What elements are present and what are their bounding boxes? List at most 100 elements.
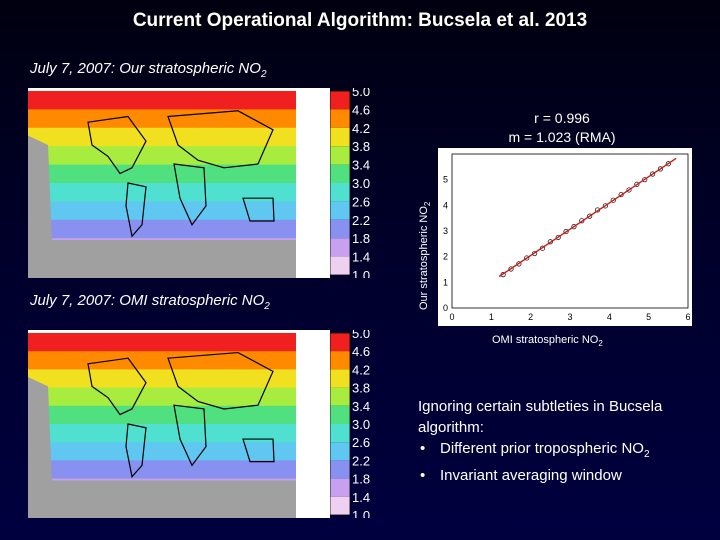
- slope-text: m = 1.023 (RMA): [508, 129, 616, 145]
- top-colorbar-tick: 1.4: [352, 250, 370, 265]
- bottom-coastline: [125, 423, 147, 478]
- scatter-point: [602, 203, 608, 209]
- scatter-y-tick: 5: [443, 175, 448, 185]
- scatter-point: [650, 171, 656, 177]
- bottom-missing-data-south: [28, 480, 296, 518]
- bottom-colorbar-tick: 2.2: [352, 453, 370, 468]
- top-colorbar-swatch: [330, 146, 350, 165]
- scatter-point: [555, 234, 561, 241]
- scatter-point: [547, 239, 553, 245]
- bottom-colorbar-swatch: [330, 460, 350, 479]
- bottom-band: [28, 460, 296, 480]
- bottom-band: [28, 351, 296, 371]
- top-band: [28, 91, 296, 111]
- bottom-coastline: [87, 357, 147, 416]
- bottom-colorbar-swatch: [330, 369, 350, 388]
- top-coastline: [87, 115, 147, 175]
- bottom-label-strip: [296, 330, 330, 518]
- top-colorbar-swatch: [330, 127, 350, 147]
- top-map-image: 5.0 4.6 4.2 3.8 3.4 3.0 2.6 2.2 1.8 1.4 1.0: [28, 88, 370, 278]
- scatter-point: [618, 191, 624, 198]
- top-coastline: [167, 110, 274, 169]
- top-colorbar-swatch: [330, 183, 350, 202]
- top-coastline: [173, 163, 207, 226]
- scatter-x-tick: 1: [489, 312, 494, 322]
- top-band: [28, 183, 296, 203]
- bottom-band: [28, 424, 296, 444]
- bottom-map-panel: 5.0 4.6 4.2 3.8 3.4 3.0 2.6 2.2 1.8 1.4 1.0 10¹⁵ m…: [28, 330, 383, 518]
- scatter-fit-line: [498, 157, 677, 278]
- top-band: [28, 109, 296, 129]
- notes-list: Different prior tropospheric NO2 Invaria…: [418, 438, 708, 486]
- scatter-xlabel: OMI stratospheric NO2: [492, 334, 603, 349]
- scatter-point: [634, 181, 640, 187]
- scatter-point: [657, 166, 664, 172]
- bottom-band: [28, 387, 296, 407]
- bottom-colorbar-tick: 1.4: [352, 490, 370, 505]
- bottom-colorbar-tick: 3.8: [352, 381, 370, 396]
- top-colorbar-swatch: [330, 219, 350, 239]
- top-colorbar-swatch: [330, 238, 350, 257]
- top-colorbar-tick: 4.2: [352, 121, 370, 136]
- scatter-point: [508, 266, 514, 272]
- top-colorbar-tick: 2.6: [352, 194, 370, 209]
- top-colorbar-tick: 3.0: [352, 176, 370, 191]
- top-colorbar-tick: 3.8: [352, 139, 370, 154]
- top-map-caption: July 7, 2007: Our stratospheric NO2: [30, 60, 267, 80]
- scatter-plot: 0 1 2 3 4 5 6 0 1 2 3 4 5: [438, 148, 692, 326]
- notes-bullet-2: Invariant averaging window: [418, 465, 708, 486]
- top-colorbar-swatch: [330, 109, 350, 128]
- notes-intro: Ignoring certain subtleties in Bucsela a…: [418, 398, 663, 436]
- bottom-colorbar-swatch: [330, 351, 350, 370]
- scatter-point: [642, 177, 648, 183]
- top-band: [28, 146, 296, 166]
- bottom-map-image: 5.0 4.6 4.2 3.8 3.4 3.0 2.6 2.2 1.8 1.4 1.0: [28, 330, 370, 518]
- top-band: [28, 164, 296, 184]
- bottom-band: [28, 442, 296, 462]
- scatter-bg: [438, 148, 692, 326]
- bottom-band: [28, 333, 296, 353]
- top-colorbar-swatch: [330, 91, 350, 110]
- top-colorbar-tick: 5.0: [352, 88, 370, 99]
- scatter-point: [579, 218, 585, 224]
- bottom-colorbar-swatch: [330, 424, 350, 443]
- bottom-colorbar-tick: 4.2: [352, 362, 370, 377]
- scatter-x-tick: 0: [449, 312, 454, 322]
- scatter-point: [563, 228, 569, 235]
- bottom-colorbar-tick: 4.6: [352, 344, 370, 359]
- top-coastline: [125, 182, 147, 238]
- bottom-colorbar-tick: 3.0: [352, 417, 370, 432]
- scatter-x-tick: 3: [567, 312, 572, 322]
- bottom-colorbar-swatch: [330, 387, 350, 406]
- scatter-x-tick: 2: [528, 312, 533, 322]
- top-missing-data-south: [28, 240, 296, 278]
- scatter-y-tick: 1: [443, 277, 448, 287]
- bottom-coastline: [173, 404, 207, 467]
- bottom-colorbar-swatch: [330, 442, 350, 461]
- top-colorbar-swatch: [330, 256, 350, 275]
- scatter-point: [610, 197, 616, 203]
- scatter-x-tick: 5: [646, 312, 651, 322]
- scatter-point: [587, 213, 593, 219]
- bottom-colorbar-swatch: [330, 405, 350, 424]
- top-colorbar-tick: 1.8: [352, 231, 370, 246]
- slide-title: Current Operational Algorithm: Bucsela e…: [132, 10, 588, 31]
- scatter-point: [665, 161, 671, 167]
- scatter-point: [539, 245, 546, 251]
- top-band: [28, 201, 296, 221]
- top-map-panel: 5.0 4.6 4.2 3.8 3.4 3.0 2.6 2.2 1.8 1.4 1.0 10¹⁵ m…: [28, 88, 383, 278]
- top-band: [28, 127, 296, 148]
- scatter-units-note: 10¹⁵ molecules cm⁻²: [566, 292, 658, 303]
- bottom-coastline: [242, 438, 275, 463]
- scatter-point: [571, 224, 577, 230]
- bottom-band: [28, 369, 296, 389]
- bottom-colorbar-tick: 3.4: [352, 399, 370, 414]
- bottom-colorbar-tick: 5.0: [352, 330, 370, 341]
- scatter-axes-frame: [451, 153, 689, 309]
- bottom-colorbar-swatch: [330, 478, 350, 497]
- top-label-strip: [296, 88, 330, 278]
- notes-bullet-1: Different prior tropospheric NO2: [418, 438, 708, 465]
- scatter-ylabel: Our stratospheric NO2: [418, 201, 433, 310]
- notes-block: Ignoring certain subtleties in Bucsela a…: [418, 396, 708, 486]
- top-colorbar-swatch: [330, 164, 350, 183]
